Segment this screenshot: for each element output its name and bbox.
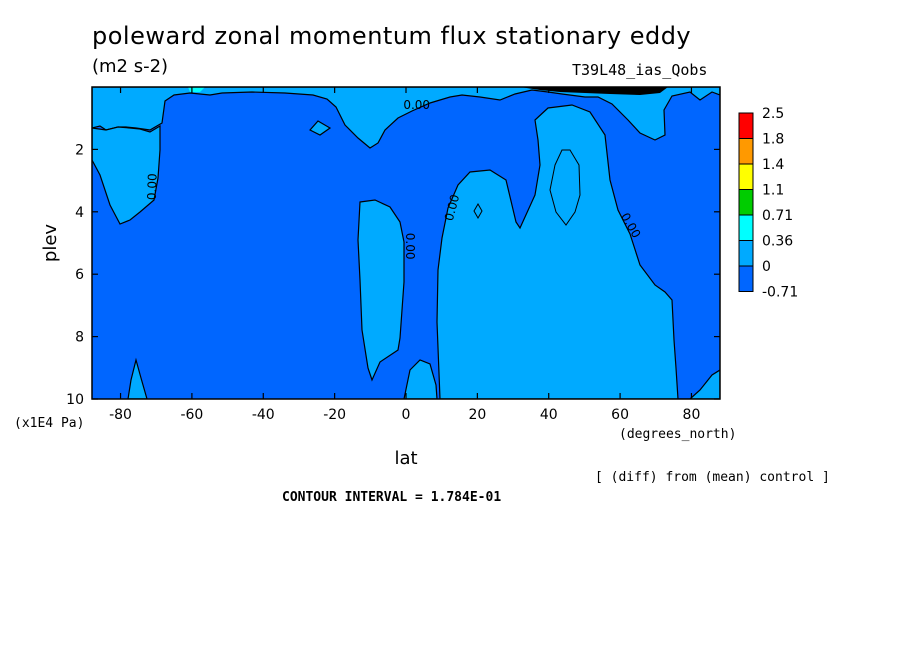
y-tick-label: 10 <box>66 392 84 408</box>
colorbar-label: 1.4 <box>762 157 784 173</box>
x-axis-label: lat <box>394 448 417 469</box>
contour-ellipse <box>549 149 581 226</box>
region-positive-middle <box>357 199 405 382</box>
contour-label: 0.00 <box>145 173 160 200</box>
chart-units: (m2 s-2) <box>92 56 169 77</box>
experiment-label: T39L48_ias_Qobs <box>572 61 708 79</box>
colorbar-label: 2.5 <box>762 106 784 122</box>
y-axis-label: plev <box>40 224 61 263</box>
colorbar-swatch <box>738 240 754 267</box>
region-positive-bottomleft <box>127 357 148 399</box>
y-units-label: (x1E4 Pa) <box>14 416 85 431</box>
contour-label: 0.00 <box>403 98 430 112</box>
x-tick-label: -20 <box>323 407 346 423</box>
colorbar-label: 0.36 <box>762 234 793 250</box>
x-ticks: -80 -60 -40 -20 0 20 40 60 80 <box>109 87 700 423</box>
colorbar-swatch <box>738 163 754 190</box>
y-ticks: 2 4 6 8 10 <box>66 142 720 408</box>
contour-label: 0.00 <box>442 193 462 222</box>
y-tick-label: 8 <box>75 330 84 346</box>
contour-diamond <box>473 202 483 220</box>
contour-label: 0.00 <box>403 233 417 260</box>
region-positive-right <box>436 104 720 399</box>
y-tick-label: 6 <box>75 267 84 283</box>
x-tick-label: 20 <box>468 407 486 423</box>
x-tick-label: 60 <box>611 407 629 423</box>
x-tick-label: 80 <box>683 407 701 423</box>
colorbar-swatch <box>738 112 754 139</box>
footnote: [ (diff) from (mean) control ] <box>595 470 830 485</box>
x-tick-label: -60 <box>180 407 203 423</box>
colorbar-label: 1.8 <box>762 132 784 148</box>
y-tick-label: 4 <box>75 205 84 221</box>
colorbar-swatch <box>738 214 754 241</box>
colorbar-label: -0.71 <box>762 285 798 301</box>
contour-interval: CONTOUR INTERVAL = 1.784E-01 <box>282 490 502 505</box>
colorbar-swatch <box>738 265 754 292</box>
x-units-label: (degrees_north) <box>619 427 737 442</box>
x-tick-label: -40 <box>252 407 275 423</box>
y-tick-label: 2 <box>75 142 84 158</box>
colorbar-label: 1.1 <box>762 183 784 199</box>
region-positive-left <box>92 124 161 225</box>
colorbar-swatch <box>738 189 754 216</box>
chart-title: poleward zonal momentum flux stationary … <box>92 22 692 50</box>
colorbar-swatch <box>738 138 754 165</box>
x-tick-label: 40 <box>540 407 558 423</box>
region-positive-bottom0 <box>403 359 438 399</box>
x-tick-label: -80 <box>109 407 132 423</box>
region-peak <box>520 87 668 95</box>
colorbar-label: 0.71 <box>762 208 793 224</box>
colorbar: 2.5 1.8 1.4 1.1 0.71 0.36 0 -0.71 <box>738 106 798 301</box>
region-positive-blob <box>309 120 332 136</box>
colorbar-label: 0 <box>762 259 771 275</box>
x-tick-label: 0 <box>402 407 411 423</box>
